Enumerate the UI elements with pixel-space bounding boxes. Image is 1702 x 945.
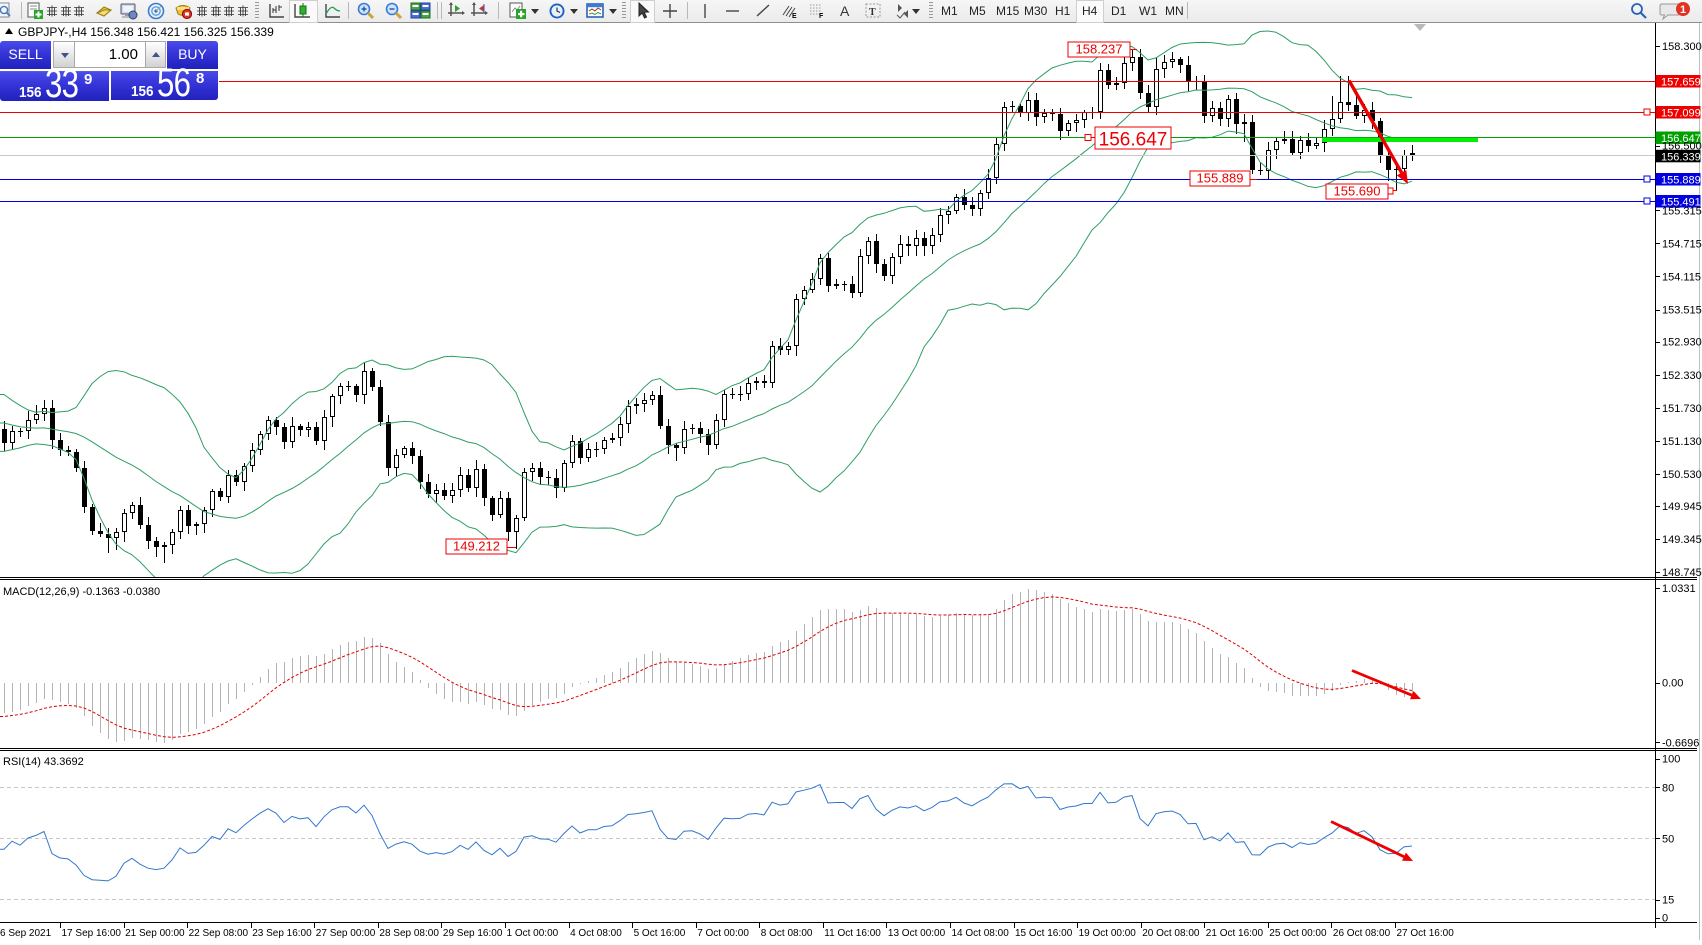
svg-text:26 Oct 08:00: 26 Oct 08:00 (1333, 928, 1391, 939)
svg-text:MACD(12,26,9) -0.1363 -0.0380: MACD(12,26,9) -0.1363 -0.0380 (3, 586, 160, 598)
svg-text:23 Sep 16:00: 23 Sep 16:00 (252, 928, 312, 939)
svg-text:13 Oct 00:00: 13 Oct 00:00 (888, 928, 946, 939)
svg-text:17 Sep 16:00: 17 Sep 16:00 (62, 928, 122, 939)
svg-text:156.339: 156.339 (1661, 151, 1701, 163)
svg-text:6 Sep 2021: 6 Sep 2021 (0, 928, 52, 939)
svg-text:156.500: 156.500 (1662, 141, 1702, 153)
svg-text:11 Oct 16:00: 11 Oct 16:00 (824, 928, 881, 939)
svg-text:158.300: 158.300 (1662, 41, 1702, 53)
svg-text:148.745: 148.745 (1662, 567, 1702, 579)
svg-text:100: 100 (1662, 754, 1680, 766)
svg-text:155.889: 155.889 (1197, 171, 1244, 186)
svg-text:80: 80 (1662, 782, 1674, 794)
svg-text:156.647: 156.647 (1099, 130, 1168, 151)
svg-text:14 Oct 08:00: 14 Oct 08:00 (952, 928, 1010, 939)
svg-text:151.730: 151.730 (1662, 403, 1702, 415)
svg-text:E: E (792, 13, 797, 20)
svg-text:21 Sep 00:00: 21 Sep 00:00 (125, 928, 185, 939)
svg-text:1: 1 (1680, 4, 1686, 16)
svg-text:19 Oct 00:00: 19 Oct 00:00 (1079, 928, 1137, 939)
svg-text:158.237: 158.237 (1076, 42, 1123, 57)
svg-text:27 Sep 00:00: 27 Sep 00:00 (316, 928, 376, 939)
svg-text:154.715: 154.715 (1662, 238, 1702, 250)
svg-text:GBPJPY-,H4 156.348 156.421 15: GBPJPY-,H4 156.348 156.421 156.325 156.3… (18, 25, 274, 39)
svg-text:1.0331: 1.0331 (1662, 583, 1696, 595)
svg-text:15 Oct 16:00: 15 Oct 16:00 (1015, 928, 1073, 939)
svg-text:1 Oct 00:00: 1 Oct 00:00 (507, 928, 559, 939)
svg-text:28 Sep 08:00: 28 Sep 08:00 (379, 928, 439, 939)
svg-text:7 Oct 00:00: 7 Oct 00:00 (697, 928, 749, 939)
svg-text:20 Oct 08:00: 20 Oct 08:00 (1142, 928, 1200, 939)
svg-text:-0.6696: -0.6696 (1662, 738, 1699, 750)
svg-text:155.690: 155.690 (1334, 184, 1381, 199)
svg-text:152.930: 152.930 (1662, 337, 1702, 349)
svg-text:155.315: 155.315 (1662, 205, 1702, 217)
svg-text:50: 50 (1662, 833, 1674, 845)
svg-text:22 Sep 08:00: 22 Sep 08:00 (189, 928, 249, 939)
svg-text:152.330: 152.330 (1662, 370, 1702, 382)
svg-text:RSI(14) 43.3692: RSI(14) 43.3692 (3, 756, 84, 768)
svg-text:154.115: 154.115 (1662, 272, 1701, 284)
svg-text:15: 15 (1662, 895, 1674, 907)
svg-text:155.491: 155.491 (1661, 197, 1701, 209)
svg-text:153.515: 153.515 (1662, 305, 1702, 317)
svg-text:156.647: 156.647 (1661, 133, 1701, 145)
svg-text:157.659: 157.659 (1661, 77, 1701, 89)
svg-text:149.945: 149.945 (1662, 501, 1702, 513)
svg-text:21 Oct 16:00: 21 Oct 16:00 (1206, 928, 1264, 939)
svg-text:29 Sep 16:00: 29 Sep 16:00 (443, 928, 503, 939)
svg-text:149.212: 149.212 (453, 539, 500, 554)
svg-text:4 Oct 08:00: 4 Oct 08:00 (570, 928, 622, 939)
svg-text:27 Oct 16:00: 27 Oct 16:00 (1397, 928, 1455, 939)
svg-text:T: T (869, 7, 876, 18)
svg-text:F: F (819, 13, 824, 20)
svg-text:155.889: 155.889 (1661, 175, 1701, 187)
svg-text:25 Oct 00:00: 25 Oct 00:00 (1269, 928, 1327, 939)
svg-text:5 Oct 16:00: 5 Oct 16:00 (634, 928, 686, 939)
svg-text:150.530: 150.530 (1662, 469, 1702, 481)
svg-text:0.00: 0.00 (1662, 678, 1683, 690)
svg-text:157.099: 157.099 (1661, 108, 1701, 120)
svg-text:0: 0 (1662, 913, 1668, 925)
svg-text:8 Oct 08:00: 8 Oct 08:00 (761, 928, 813, 939)
svg-text:151.130: 151.130 (1662, 436, 1702, 448)
svg-text:149.345: 149.345 (1662, 534, 1702, 546)
